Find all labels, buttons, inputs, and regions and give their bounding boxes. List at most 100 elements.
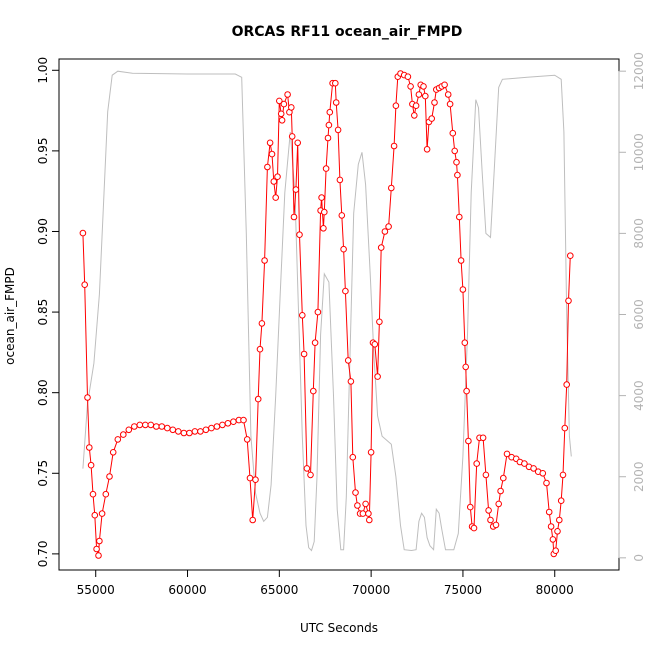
data-point <box>340 245 347 253</box>
data-point <box>79 229 87 237</box>
data-point <box>142 421 149 429</box>
data-point <box>321 208 328 216</box>
x-axis-label: UTC Seconds <box>300 621 378 635</box>
data-point <box>300 350 308 358</box>
data-point <box>102 490 110 498</box>
data-point <box>219 421 226 429</box>
data-point <box>451 147 459 155</box>
data-point <box>492 521 500 529</box>
y-tick-label: 0.80 <box>36 379 50 406</box>
data-point <box>224 420 232 427</box>
data-point <box>449 129 457 137</box>
data-point <box>441 81 448 89</box>
data-point <box>288 133 296 140</box>
right-y-tick-label: 10000 <box>632 133 646 171</box>
data-point <box>303 465 311 472</box>
data-point <box>93 545 100 553</box>
data-point <box>385 223 392 230</box>
data-point <box>175 428 182 435</box>
y-axis: 0.70 0.75 0.80 0.85 0.90 0.95 1.00 <box>36 57 60 568</box>
data-point <box>153 423 160 430</box>
data-point <box>208 424 215 432</box>
data-point <box>284 91 291 98</box>
data-point <box>109 449 117 456</box>
altitude-series <box>82 70 572 552</box>
data-point <box>412 102 420 109</box>
data-point <box>563 381 571 388</box>
data-point <box>565 297 572 305</box>
data-point <box>461 339 469 347</box>
data-point <box>186 429 193 437</box>
data-point <box>91 511 99 519</box>
data-point <box>347 378 355 385</box>
data-point <box>324 134 332 142</box>
data-point <box>270 178 278 185</box>
data-point <box>543 479 550 487</box>
data-point <box>98 510 106 517</box>
data-point <box>470 524 478 532</box>
data-point <box>422 92 429 100</box>
plot-frame <box>58 58 620 571</box>
data-point <box>296 231 303 238</box>
data-point <box>230 418 237 426</box>
data-point <box>277 110 285 118</box>
x-tick-label: 75000 <box>444 583 482 597</box>
data-point <box>556 516 563 524</box>
y-tick-label: 0.95 <box>36 138 50 165</box>
data-point <box>314 308 322 316</box>
data-point <box>411 112 418 119</box>
data-point <box>274 173 281 180</box>
data-point <box>336 176 344 184</box>
data-point <box>114 436 122 443</box>
data-point <box>264 163 271 171</box>
y-tick-label: 0.70 <box>36 541 50 568</box>
data-point <box>420 83 427 90</box>
data-point <box>521 460 528 467</box>
data-point <box>549 536 557 543</box>
data-point <box>290 213 298 221</box>
data-point <box>482 471 490 479</box>
data-point <box>332 79 339 87</box>
right-y-tick-label: 6000 <box>632 299 646 330</box>
data-point <box>365 510 372 517</box>
data-point <box>431 99 438 106</box>
y-axis-label: ocean_air_FMPD <box>3 267 17 365</box>
data-point <box>352 489 359 496</box>
data-point <box>497 487 504 495</box>
data-point <box>318 194 325 201</box>
data-point <box>428 115 436 122</box>
data-point <box>446 100 454 108</box>
y-tick-label: 0.85 <box>36 299 50 326</box>
data-point <box>272 194 280 201</box>
data-point <box>120 431 127 438</box>
data-point <box>459 286 467 293</box>
data-point <box>197 428 204 435</box>
data-point <box>180 429 188 437</box>
data-point <box>485 507 492 514</box>
fmpd-series <box>79 70 574 559</box>
data-point <box>125 426 133 434</box>
data-point <box>326 108 334 116</box>
data-point <box>191 428 199 435</box>
data-point <box>554 528 561 535</box>
data-point <box>359 510 367 517</box>
data-point <box>322 165 330 172</box>
data-point <box>338 212 346 219</box>
y-tick-label: 0.90 <box>36 218 50 245</box>
data-point <box>169 426 177 434</box>
data-point <box>374 373 381 380</box>
data-point <box>106 473 113 480</box>
data-point <box>479 434 487 442</box>
data-point <box>495 500 503 508</box>
data-point <box>268 150 276 158</box>
data-point <box>332 99 340 106</box>
data-point <box>354 502 361 509</box>
data-point <box>158 423 166 430</box>
data-point <box>147 421 155 429</box>
data-point <box>292 186 300 193</box>
fmpd-line <box>82 72 571 556</box>
data-point <box>500 474 507 482</box>
data-point <box>278 117 286 124</box>
data-point <box>280 100 288 108</box>
data-point <box>81 281 88 289</box>
